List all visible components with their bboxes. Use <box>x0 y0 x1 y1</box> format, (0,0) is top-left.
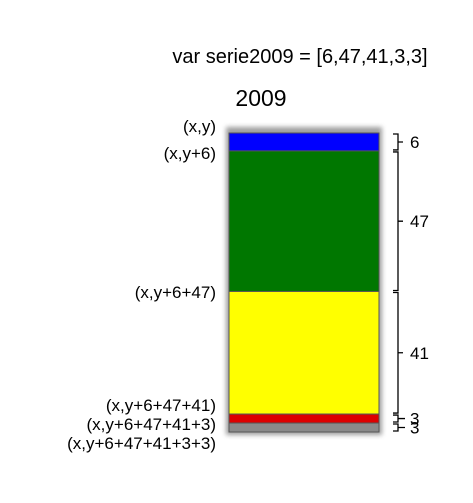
size-label-2: 41 <box>410 344 429 363</box>
coord-label-2: (x,y+6+47) <box>135 283 216 302</box>
chart-title: 2009 <box>235 85 286 111</box>
coord-label-4: (x,y+6+47+41+3) <box>87 415 216 434</box>
size-label-0: 6 <box>410 133 419 152</box>
size-label-4: 3 <box>410 419 419 438</box>
code-line: var serie2009 = [6,47,41,3,3] <box>172 46 427 68</box>
bar-segments <box>229 133 379 432</box>
coord-label-0: (x,y) <box>183 117 216 136</box>
size-brace-4 <box>393 424 405 431</box>
bar-segment-3 <box>229 414 379 423</box>
bar-segment-2 <box>229 291 379 414</box>
coord-label-3: (x,y+6+47+41) <box>106 396 216 415</box>
size-brace-1 <box>393 152 403 291</box>
size-brace-2 <box>393 292 403 413</box>
bar-segment-4 <box>229 423 379 432</box>
bar-segment-1 <box>229 151 379 292</box>
coord-label-5: (x,y+6+47+41+3+3) <box>67 434 216 453</box>
size-label-1: 47 <box>410 212 429 231</box>
coord-label-1: (x,y+6) <box>164 144 216 163</box>
size-brace-3 <box>393 415 405 422</box>
bar-segment-0 <box>229 133 379 151</box>
size-brace-0 <box>393 134 403 150</box>
coordinate-labels: (x,y)(x,y+6)(x,y+6+47)(x,y+6+47+41)(x,y+… <box>67 117 216 453</box>
